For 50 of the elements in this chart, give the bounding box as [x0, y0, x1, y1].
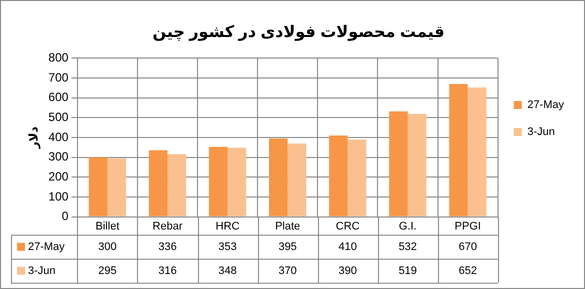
bar [269, 138, 288, 216]
x-tick-label: PPGI [454, 220, 481, 232]
data-label: 316 [158, 264, 177, 277]
data-label: 395 [278, 240, 297, 253]
x-tick-label: Billet [96, 220, 120, 232]
data-label: 300 [98, 240, 117, 253]
y-tick-label: 800 [48, 50, 69, 65]
bar [208, 146, 228, 216]
x-tick-label: HRC [216, 220, 240, 232]
x-tick-label: Plate [275, 220, 300, 232]
data-label: 336 [158, 240, 177, 253]
y-axis-title: دلار [26, 126, 41, 150]
bar [348, 139, 366, 216]
y-tick-label: 100 [48, 189, 69, 204]
data-label: 532 [398, 240, 417, 253]
data-label: 390 [338, 264, 357, 277]
y-tick-label: 0 [62, 209, 69, 224]
bar [288, 143, 306, 216]
bar [228, 148, 246, 216]
data-label: 353 [218, 240, 237, 253]
x-tick-label: CRC [336, 220, 360, 232]
bar [107, 158, 126, 216]
bar [148, 150, 168, 216]
legend-label: 27-May [28, 240, 66, 253]
y-tick-label: 200 [48, 169, 69, 184]
data-label: 295 [98, 264, 117, 277]
y-tick-label: 400 [48, 130, 69, 144]
bar [468, 88, 486, 216]
x-tick-label: G.I. [398, 220, 417, 232]
data-label: 370 [278, 264, 297, 277]
data-label: 670 [458, 240, 477, 253]
y-tick-label: 300 [48, 150, 69, 164]
data-label: 519 [398, 264, 417, 277]
bar [88, 157, 108, 216]
bar [168, 154, 186, 216]
data-label: 652 [458, 264, 477, 277]
chart-title: قیمت محصولات فولادی در کشور چین [152, 24, 445, 42]
bar [329, 136, 348, 216]
bar [389, 111, 408, 216]
text: 27-May [527, 99, 564, 112]
y-tick-label: 700 [48, 70, 69, 84]
data-label: 348 [218, 264, 237, 277]
legend-label: 3-Jun [527, 126, 555, 138]
y-tick-label: 500 [48, 110, 69, 124]
text: 3-Jun [28, 264, 56, 277]
bar [408, 114, 426, 216]
data-label: 410 [338, 240, 357, 253]
y-tick-label: 600 [48, 90, 69, 104]
x-tick-label: Rebar [152, 220, 183, 232]
bar [449, 84, 468, 216]
